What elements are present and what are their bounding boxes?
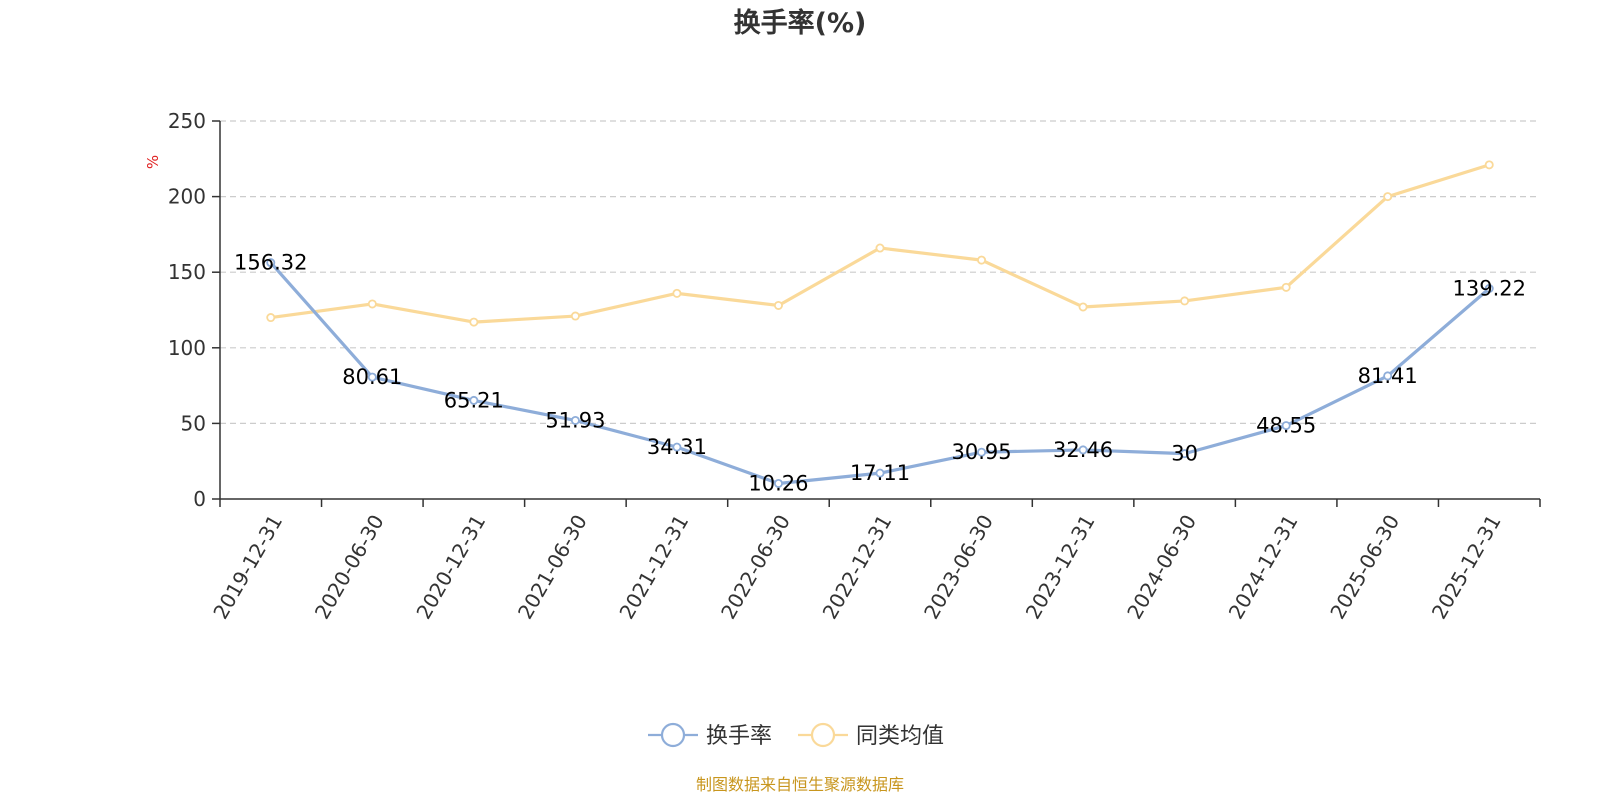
series-point bbox=[1383, 192, 1393, 202]
data-label: 10.26 bbox=[748, 471, 808, 495]
x-tick-label: 2020-06-30 bbox=[310, 511, 389, 624]
series-lines bbox=[266, 160, 1494, 488]
series-point bbox=[469, 317, 479, 327]
series-point bbox=[266, 313, 276, 323]
y-axis-ticks: 0 50 100 150 200 250 bbox=[168, 109, 220, 511]
series-point bbox=[1484, 160, 1494, 170]
x-axis-ticks: 2019-12-31 2020-06-30 2020-12-31 2021-06-30… bbox=[208, 499, 1541, 624]
series-point bbox=[570, 311, 580, 321]
series-point bbox=[1078, 302, 1088, 312]
x-tick-label: 2020-12-31 bbox=[411, 511, 490, 624]
legend-item-0[interactable]: 换手率 bbox=[648, 722, 772, 749]
x-tick-label: 2025-06-30 bbox=[1325, 511, 1404, 624]
data-label: 30.95 bbox=[951, 440, 1011, 464]
data-label: 34.31 bbox=[647, 435, 707, 459]
y-tick-label: 0 bbox=[193, 487, 206, 511]
data-label: 139.22 bbox=[1452, 276, 1525, 300]
series-point bbox=[1383, 371, 1393, 381]
legend-label: 同类均值 bbox=[856, 724, 944, 749]
x-tick-label: 2021-06-30 bbox=[513, 511, 592, 624]
x-tick-label: 2024-06-30 bbox=[1122, 511, 1201, 624]
series-point bbox=[1281, 282, 1291, 292]
data-labels: 156.32 80.61 65.21 51.93 34.31 10.26 17.11 30.9… bbox=[234, 251, 1526, 496]
series-point bbox=[1180, 296, 1190, 306]
x-tick-label: 2019-12-31 bbox=[208, 511, 287, 624]
legend-item-1[interactable]: 同类均值 bbox=[798, 722, 944, 749]
series-point bbox=[875, 468, 885, 478]
series-line-0 bbox=[269, 261, 1491, 486]
data-label: 156.32 bbox=[234, 251, 307, 275]
series-point bbox=[1180, 449, 1190, 459]
legend-marker bbox=[810, 722, 836, 748]
x-tick-label: 2023-06-30 bbox=[919, 511, 998, 624]
series-point bbox=[1078, 445, 1088, 455]
series-point bbox=[977, 447, 987, 457]
chart-title: 换手率(%) bbox=[734, 7, 867, 39]
data-label: 17.11 bbox=[850, 461, 910, 485]
series-point bbox=[672, 442, 682, 452]
axes bbox=[219, 121, 1540, 500]
series-point bbox=[773, 300, 783, 310]
series-point bbox=[773, 478, 783, 488]
series-point bbox=[469, 395, 479, 405]
grid-lines bbox=[220, 120, 1540, 424]
legend-marker bbox=[660, 722, 686, 748]
legend[interactable]: 换手率 同类均值 bbox=[648, 722, 944, 749]
data-label: 80.61 bbox=[342, 365, 402, 389]
y-tick-label: 100 bbox=[168, 336, 206, 360]
data-label: 30 bbox=[1171, 442, 1198, 466]
data-label: 51.93 bbox=[545, 408, 605, 432]
y-tick-label: 250 bbox=[168, 109, 206, 133]
series-point bbox=[977, 255, 987, 265]
x-tick-label: 2022-12-31 bbox=[818, 511, 897, 624]
x-tick-label: 2024-12-31 bbox=[1224, 511, 1303, 624]
series-point bbox=[367, 299, 377, 309]
y-tick-label: 50 bbox=[181, 411, 206, 435]
series-point bbox=[672, 288, 682, 298]
y-tick-label: 200 bbox=[168, 185, 206, 209]
series-point bbox=[266, 258, 276, 268]
series-point bbox=[570, 415, 580, 425]
data-label: 81.41 bbox=[1358, 364, 1418, 388]
series-point bbox=[367, 372, 377, 382]
series-line-1 bbox=[270, 163, 1490, 324]
series-point bbox=[1281, 421, 1291, 431]
y-tick-label: 150 bbox=[168, 260, 206, 284]
x-tick-label: 2022-06-30 bbox=[716, 511, 795, 624]
data-label: 65.21 bbox=[444, 388, 504, 412]
series-point bbox=[875, 243, 885, 253]
series-point bbox=[1484, 283, 1494, 293]
legend-label: 换手率 bbox=[706, 724, 772, 749]
data-label: 32.46 bbox=[1053, 438, 1113, 462]
y-axis-unit: % bbox=[144, 155, 162, 169]
x-tick-label: 2023-12-31 bbox=[1021, 511, 1100, 624]
x-tick-label: 2021-12-31 bbox=[614, 511, 693, 624]
x-tick-label: 2025-12-31 bbox=[1427, 511, 1506, 624]
source-note: 制图数据来自恒生聚源数据库 bbox=[696, 775, 904, 794]
data-label: 48.55 bbox=[1256, 414, 1316, 438]
